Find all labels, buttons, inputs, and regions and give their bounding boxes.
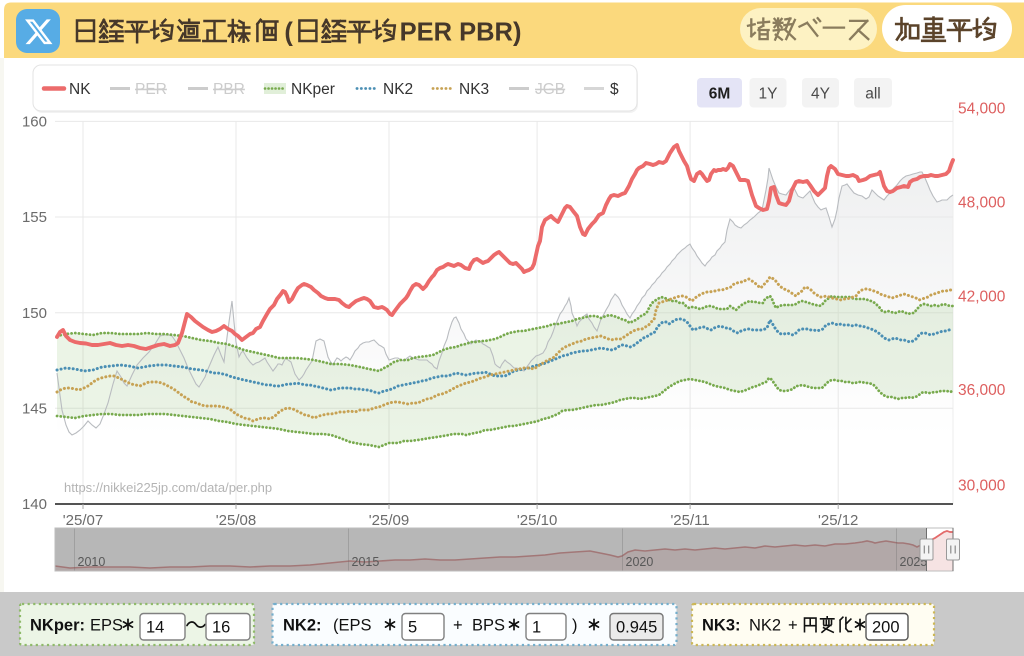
svg-text:NKper:: NKper: (30, 617, 85, 635)
svg-text:https://nikkei225jp.com/data/p: https://nikkei225jp.com/data/per.php (64, 480, 272, 495)
svg-text:(EPS: (EPS (333, 617, 372, 635)
svg-text:42,000: 42,000 (958, 288, 1006, 305)
svg-text:'25/10: '25/10 (517, 512, 557, 529)
svg-text:54,000: 54,000 (958, 100, 1006, 117)
svg-text:NK2: NK2 (383, 81, 413, 98)
svg-text:PER: PER (135, 81, 167, 98)
svg-text:PBR: PBR (213, 81, 245, 98)
svg-text:48,000: 48,000 (958, 194, 1006, 211)
svg-text:150: 150 (22, 305, 47, 322)
svg-text:5: 5 (408, 619, 417, 637)
svg-text:'25/11: '25/11 (670, 512, 709, 529)
svg-text:'25/12: '25/12 (818, 512, 858, 529)
svg-text:6M: 6M (709, 86, 731, 103)
svg-text:EPS: EPS (90, 617, 123, 635)
svg-text:NK2: NK2 (749, 617, 781, 635)
svg-text:145: 145 (22, 401, 47, 418)
svg-text:14: 14 (146, 619, 164, 637)
svg-text:4Y: 4Y (811, 86, 830, 103)
svg-text:BPS: BPS (472, 617, 505, 635)
svg-text:NK: NK (69, 81, 91, 98)
svg-text:NK3:: NK3: (702, 617, 741, 635)
svg-text:200: 200 (872, 619, 900, 637)
svg-text:2015: 2015 (352, 555, 380, 569)
svg-text:155: 155 (22, 209, 47, 226)
svg-text:+: + (788, 617, 798, 635)
svg-text:2020: 2020 (626, 555, 654, 569)
svg-text:NK3: NK3 (459, 81, 489, 98)
svg-text:(: ( (284, 19, 293, 47)
svg-text:0.945: 0.945 (616, 619, 657, 637)
svg-text:140: 140 (22, 496, 47, 513)
svg-text:NKper: NKper (291, 81, 335, 98)
svg-text:16: 16 (212, 619, 230, 637)
svg-text:2010: 2010 (78, 555, 106, 569)
svg-text:): ) (572, 617, 578, 635)
svg-text:+: + (453, 617, 463, 635)
svg-text:JGB: JGB (535, 81, 565, 98)
svg-text:1: 1 (532, 619, 541, 637)
svg-text:160: 160 (22, 114, 47, 131)
svg-text:PER PBR): PER PBR) (400, 19, 522, 47)
svg-text:NK2:: NK2: (283, 617, 322, 635)
svg-text:'25/09: '25/09 (369, 512, 409, 529)
svg-text:1Y: 1Y (759, 86, 778, 103)
svg-text:'25/07: '25/07 (63, 512, 103, 529)
svg-text:all: all (865, 86, 881, 103)
svg-text:'25/08: '25/08 (216, 512, 256, 529)
svg-text:36,000: 36,000 (958, 382, 1006, 399)
svg-text:30,000: 30,000 (958, 477, 1006, 494)
svg-text:$: $ (610, 81, 619, 98)
